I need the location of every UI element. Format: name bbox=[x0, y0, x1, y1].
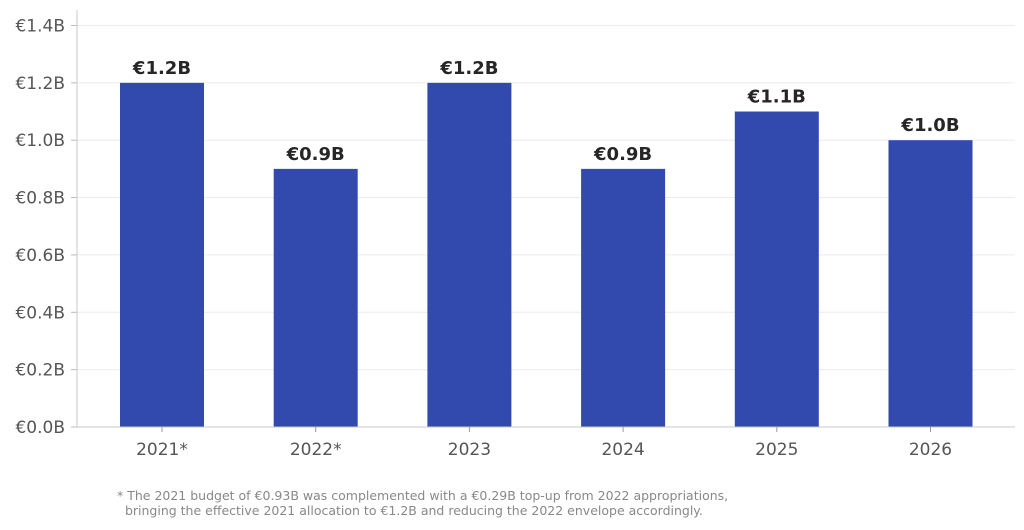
y-tick-label: €1.0B bbox=[15, 131, 65, 151]
data-label: €1.0B bbox=[900, 115, 959, 136]
bar-2026 bbox=[888, 140, 973, 427]
x-tick-label: 2021* bbox=[136, 440, 188, 460]
x-axis: 2021* 2022* 2023 2024 2025 2026 bbox=[77, 426, 1015, 460]
y-tick-label: €0.6B bbox=[15, 246, 65, 266]
bars: €1.2B €0.9B €1.2B €0.9B €1.1B €1.0B bbox=[120, 58, 973, 428]
x-tick-label: 2026 bbox=[909, 440, 952, 460]
y-tick-label: €1.4B bbox=[15, 16, 65, 36]
bar-2023 bbox=[427, 82, 512, 427]
gridlines bbox=[77, 24, 1015, 371]
x-tick-label: 2024 bbox=[601, 440, 644, 460]
y-axis: €0.0B €0.2B €0.4B €0.6B €0.8B €1.0B €1.2B €1.4B bbox=[15, 10, 78, 438]
x-tick-label: 2025 bbox=[755, 440, 798, 460]
bar-2024 bbox=[581, 168, 666, 427]
x-tick-label: 2022* bbox=[290, 440, 342, 460]
data-label: €1.2B bbox=[132, 58, 191, 79]
y-tick-label: €0.8B bbox=[15, 189, 65, 209]
data-label: €0.9B bbox=[286, 144, 345, 165]
bar-2021 bbox=[120, 82, 204, 427]
y-tick-label: €1.2B bbox=[15, 74, 65, 94]
bar-2025 bbox=[734, 111, 819, 428]
data-label: €0.9B bbox=[593, 144, 652, 165]
y-tick-label: €0.0B bbox=[15, 418, 65, 438]
footnote-line-2: bringing the effective 2021 allocation t… bbox=[117, 503, 703, 518]
data-label: €1.2B bbox=[439, 58, 498, 79]
y-tick-label: €0.2B bbox=[15, 361, 65, 381]
x-tick-label: 2023 bbox=[448, 440, 491, 460]
bar-2022 bbox=[273, 168, 358, 427]
footnote-line-1: * The 2021 budget of €0.93B was compleme… bbox=[117, 488, 728, 503]
data-label: €1.1B bbox=[747, 87, 806, 108]
y-tick-label: €0.4B bbox=[15, 303, 65, 323]
